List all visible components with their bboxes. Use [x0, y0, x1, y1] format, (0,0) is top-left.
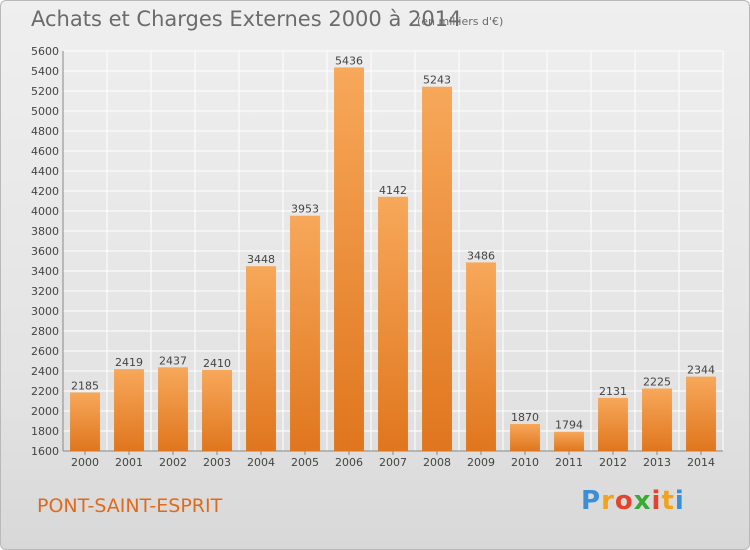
x-tick-label: 2000 — [71, 456, 99, 469]
y-tick-label: 1600 — [31, 445, 59, 458]
bar — [70, 392, 100, 451]
y-tick-label: 1800 — [31, 425, 59, 438]
y-tick-label: 5000 — [31, 105, 59, 118]
y-tick-label: 4800 — [31, 125, 59, 138]
bar-value-label: 3486 — [467, 249, 495, 262]
bar — [642, 388, 672, 451]
bar-value-label: 5436 — [335, 54, 363, 67]
x-tick-label: 2013 — [643, 456, 671, 469]
chart-title: Achats et Charges Externes 2000 à 2014 — [31, 7, 462, 31]
y-tick-label: 3600 — [31, 245, 59, 258]
bar — [158, 367, 188, 451]
bar — [246, 266, 276, 451]
bar — [378, 196, 408, 451]
bar — [334, 67, 364, 452]
x-tick-label: 2005 — [291, 456, 319, 469]
y-tick-label: 3200 — [31, 285, 59, 298]
logo-letter: i — [651, 486, 662, 516]
x-tick-label: 2006 — [335, 456, 363, 469]
bar-value-label: 1794 — [555, 419, 583, 432]
bar-value-label: 3953 — [291, 203, 319, 216]
y-tick-label: 2200 — [31, 385, 59, 398]
bars: 2185 2419 2437 2410 3448 3953 5436 4142 5243 3486… — [70, 54, 716, 452]
bar-value-label: 3448 — [247, 253, 275, 266]
x-tick-label: 2012 — [599, 456, 627, 469]
y-tick-label: 3000 — [31, 305, 59, 318]
bar — [598, 397, 628, 451]
logo-letter: o — [614, 486, 634, 516]
bar-value-label: 2131 — [599, 385, 627, 398]
y-tick-label: 3400 — [31, 265, 59, 278]
bar-value-label: 2419 — [115, 356, 143, 369]
y-tick-label: 4000 — [31, 205, 59, 218]
bar-value-label: 5243 — [423, 74, 451, 87]
bar-value-label: 2185 — [71, 380, 99, 393]
y-tick-label: 4600 — [31, 145, 59, 158]
x-tick-label: 2014 — [687, 456, 715, 469]
bar-value-label: 1870 — [511, 411, 539, 424]
logo-letter: t — [661, 486, 675, 516]
bar — [510, 424, 540, 451]
y-tick-label: 4400 — [31, 165, 59, 178]
chart-subtitle: (en milliers d'€) — [417, 15, 504, 28]
y-tick-label: 2600 — [31, 345, 59, 358]
x-tick-label: 2011 — [555, 456, 583, 469]
bar — [466, 262, 496, 451]
bar-value-label: 2225 — [643, 376, 671, 389]
x-tick-label: 2003 — [203, 456, 231, 469]
proxiti-logo: Proxiti — [581, 486, 685, 516]
bar-value-label: 2344 — [687, 364, 715, 377]
x-tick-label: 2008 — [423, 456, 451, 469]
y-tick-label: 2000 — [31, 405, 59, 418]
x-tick-label: 2004 — [247, 456, 275, 469]
x-tick-label: 2010 — [511, 456, 539, 469]
logo-letter: i — [674, 486, 685, 516]
y-tick-label: 5200 — [31, 85, 59, 98]
x-tick-label: 2002 — [159, 456, 187, 469]
bar — [202, 370, 232, 451]
x-tick-label: 2001 — [115, 456, 143, 469]
bar — [554, 431, 584, 451]
y-tick-label: 2800 — [31, 325, 59, 338]
y-tick-label: 5400 — [31, 65, 59, 78]
bar — [686, 376, 716, 451]
bar-value-label: 2410 — [203, 357, 231, 370]
logo-letter: x — [633, 486, 652, 516]
bar-value-label: 2437 — [159, 354, 187, 367]
bar — [422, 86, 452, 451]
city-name: PONT-SAINT-ESPRIT — [37, 495, 223, 517]
y-tick-label: 5600 — [31, 45, 59, 58]
logo-letter: r — [601, 486, 615, 516]
y-tick-label: 4200 — [31, 185, 59, 198]
bar — [114, 369, 144, 451]
bar-value-label: 4142 — [379, 184, 407, 197]
y-tick-label: 3800 — [31, 225, 59, 238]
bar — [290, 215, 320, 451]
x-tick-label: 2007 — [379, 456, 407, 469]
y-tick-label: 2400 — [31, 365, 59, 378]
x-tick-label: 2009 — [467, 456, 495, 469]
logo-letter: P — [581, 486, 602, 516]
